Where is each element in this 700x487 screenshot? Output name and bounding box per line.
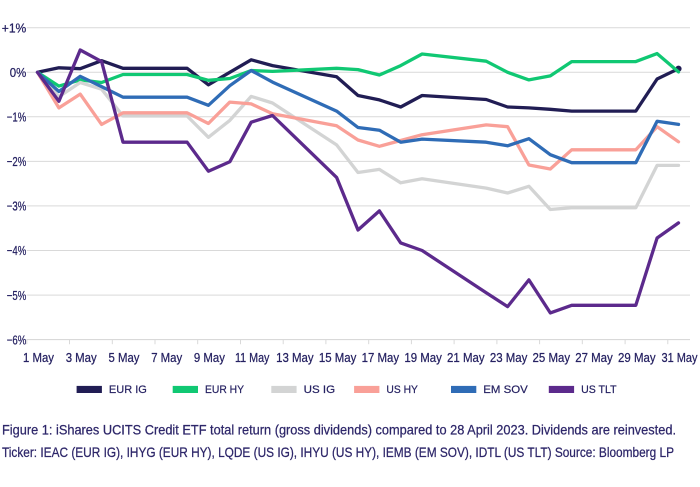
svg-text:19 May: 19 May bbox=[404, 350, 442, 365]
svg-text:27 May: 27 May bbox=[575, 350, 613, 365]
svg-text:13 May: 13 May bbox=[276, 350, 314, 365]
svg-text:US TLT: US TLT bbox=[581, 384, 617, 396]
svg-text:+1%: +1% bbox=[2, 21, 27, 36]
svg-text:23 May: 23 May bbox=[490, 350, 528, 365]
svg-text:−2%: −2% bbox=[7, 154, 27, 169]
svg-text:1 May: 1 May bbox=[23, 350, 54, 365]
svg-text:US IG: US IG bbox=[304, 384, 336, 396]
svg-text:Ticker: IEAC (EUR IG), IHYG (E: Ticker: IEAC (EUR IG), IHYG (EUR HY), LQ… bbox=[2, 444, 674, 460]
svg-text:EM SOV: EM SOV bbox=[483, 384, 528, 396]
svg-text:Figure 1: iShares UCITS Credit: Figure 1: iShares UCITS Credit ETF total… bbox=[2, 422, 676, 438]
svg-text:EUR IG: EUR IG bbox=[109, 384, 147, 396]
svg-text:11 May: 11 May bbox=[235, 350, 270, 365]
svg-text:5 May: 5 May bbox=[109, 350, 140, 365]
svg-text:−3%: −3% bbox=[7, 199, 27, 214]
svg-text:US HY: US HY bbox=[386, 384, 418, 396]
svg-text:3 May: 3 May bbox=[66, 350, 97, 365]
svg-text:−4%: −4% bbox=[7, 243, 27, 258]
svg-text:9 May: 9 May bbox=[194, 350, 225, 365]
svg-text:29 May: 29 May bbox=[618, 350, 656, 365]
svg-text:21 May: 21 May bbox=[447, 350, 485, 365]
svg-text:25 May: 25 May bbox=[533, 350, 571, 365]
svg-text:−5%: −5% bbox=[7, 288, 27, 303]
svg-text:−6%: −6% bbox=[7, 332, 27, 347]
svg-text:EUR HY: EUR HY bbox=[205, 384, 244, 396]
svg-text:−1%: −1% bbox=[7, 110, 27, 125]
svg-text:15 May: 15 May bbox=[319, 350, 357, 365]
svg-text:17 May: 17 May bbox=[362, 350, 400, 365]
svg-text:0%: 0% bbox=[10, 65, 27, 80]
svg-text:7 May: 7 May bbox=[151, 350, 182, 365]
svg-text:31 May: 31 May bbox=[662, 350, 698, 365]
